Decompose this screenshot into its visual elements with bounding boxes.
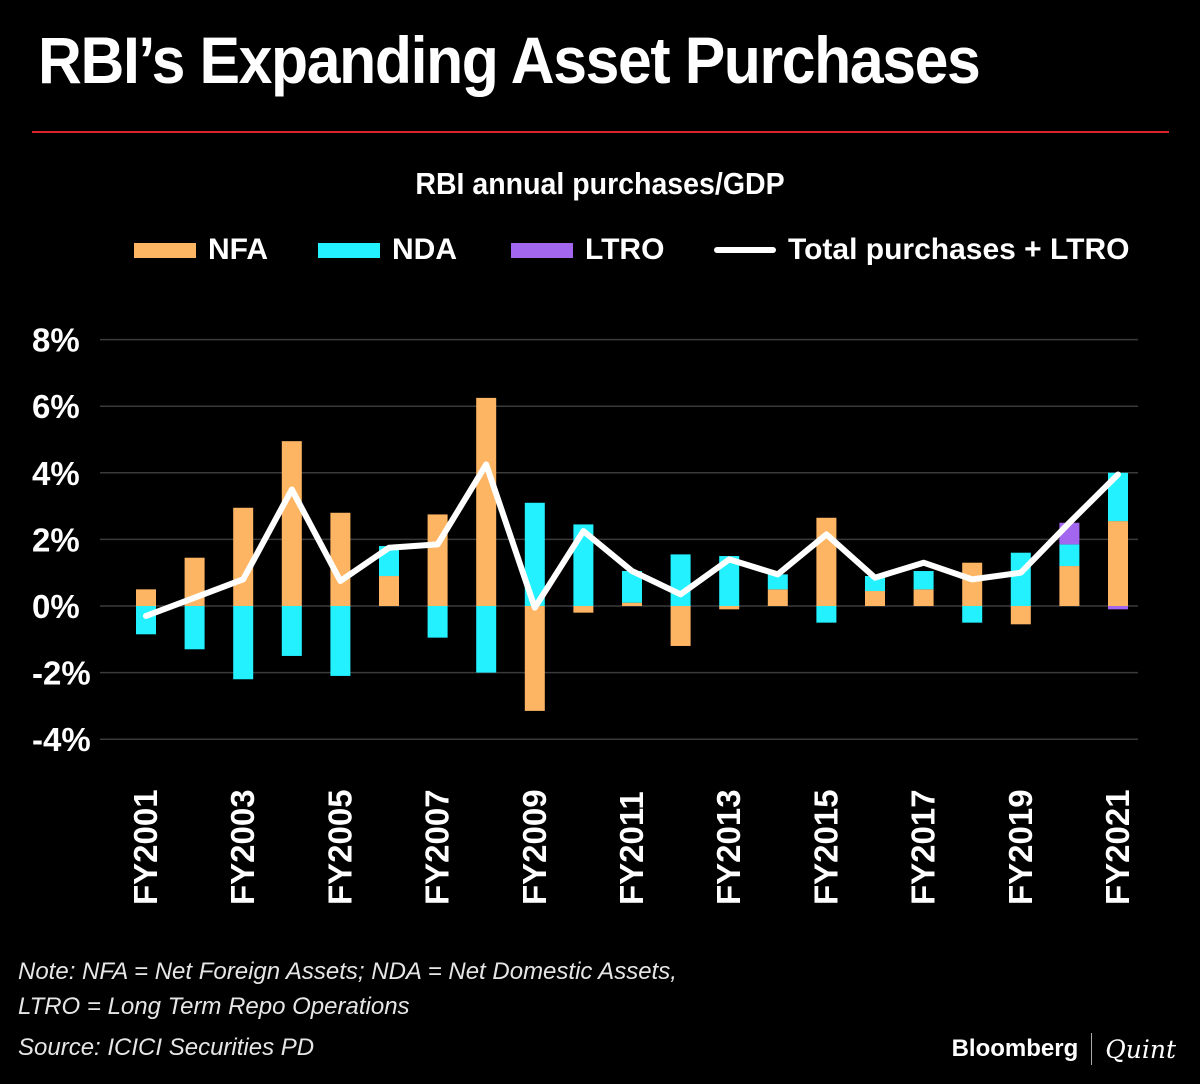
y-tick-label: 4%: [32, 455, 80, 492]
brand-bloomberg: Bloomberg: [951, 1035, 1079, 1062]
bar-nda-fy2012: [670, 554, 691, 606]
bar-nda-fy2020: [1059, 544, 1080, 567]
page-title: RBI’s Expanding Asset Purchases: [38, 23, 981, 97]
bar-nda-fy2004: [281, 606, 302, 656]
bar-nda-fy2019: [1010, 552, 1031, 606]
bar-nfa-fy2013: [719, 606, 740, 610]
source-note: Source: ICICI Securities PD: [18, 1034, 315, 1061]
legend-item-nda: NDA: [318, 233, 457, 267]
x-tick-label: FY2001: [127, 789, 164, 905]
legend-label-total: Total purchases + LTRO: [788, 233, 1130, 266]
brand-quint: Quint: [1105, 1034, 1176, 1064]
legend-item-ltro: LTRO: [511, 233, 664, 267]
bar-ltro-fy2021: [1108, 606, 1128, 610]
x-tick-label: FY2009: [516, 789, 553, 905]
legend: NFA NDA LTRO Total purchases + LTRO: [0, 233, 1200, 277]
title-divider: [32, 131, 1169, 133]
bar-nfa-fy2001: [136, 589, 156, 606]
bar-nda-fy2017: [913, 571, 934, 590]
bars: [136, 397, 1128, 711]
bar-nfa-fy2011: [622, 602, 642, 606]
bar-nda-fy2005: [330, 606, 351, 676]
bar-nfa-fy2003: [233, 507, 254, 606]
legend-label-nfa: NFA: [208, 233, 268, 266]
y-tick-label: 0%: [32, 588, 80, 625]
bar-nda-fy2008: [476, 606, 497, 673]
bar-nfa-fy2008: [476, 397, 497, 606]
gridlines: [100, 338, 1138, 740]
bar-nfa-fy2005: [330, 512, 351, 606]
x-axis-labels: FY2001 FY2003 FY2005 FY2007 FY2009 FY2011 FY20…: [127, 789, 1136, 905]
legend-label-nda: NDA: [392, 233, 457, 266]
bar-nda-fy2002: [184, 606, 205, 650]
bar-nfa-fy2020: [1059, 566, 1080, 606]
total-line: [143, 461, 1121, 619]
x-tick-label: FY2011: [613, 791, 650, 905]
bar-nfa-fy2012: [670, 606, 691, 646]
x-tick-label: FY2005: [321, 789, 358, 905]
total-line-swatch-icon: [714, 247, 776, 253]
x-tick-label: FY2017: [905, 789, 942, 905]
y-tick-label: 6%: [32, 388, 80, 425]
bar-nfa-fy2006: [379, 576, 399, 606]
x-tick-label: FY2007: [419, 789, 456, 905]
chart-title: RBI annual purchases/GDP: [415, 166, 785, 201]
x-tick-label: FY2003: [224, 789, 261, 905]
bar-nda-fy2003: [233, 606, 254, 680]
x-tick-label: FY2021: [1099, 789, 1136, 905]
bar-nfa-fy2018: [962, 562, 983, 606]
brand-divider: [1091, 1033, 1093, 1065]
y-tick-label: -2%: [32, 655, 91, 692]
nfa-swatch-icon: [134, 242, 196, 258]
bar-nda-fy2014: [767, 574, 788, 590]
bar-nda-fy2007: [427, 606, 448, 638]
bar-nda-fy2011: [622, 571, 642, 603]
x-tick-label: FY2015: [807, 789, 844, 905]
x-tick-label: FY2019: [1002, 789, 1039, 905]
bar-nda-fy2013: [719, 556, 740, 606]
bar-nda-fy2016: [865, 576, 885, 592]
bar-nda-fy2015: [816, 606, 837, 623]
bar-nda-fy2021: [1108, 472, 1128, 522]
legend-label-ltro: LTRO: [585, 233, 665, 266]
bar-nda-fy2010: [573, 524, 594, 606]
bar-nfa-fy2015: [816, 517, 837, 606]
nda-swatch-icon: [318, 242, 380, 258]
bar-nfa-fy2014: [767, 589, 788, 606]
legend-item-total: Total purchases + LTRO: [714, 233, 1129, 267]
note-line-2: LTRO = Long Term Repo Operations: [18, 993, 410, 1020]
bar-nfa-fy2017: [913, 589, 934, 606]
bar-nda-fy2009: [524, 502, 545, 606]
bar-nda-fy2018: [962, 606, 983, 623]
ltro-swatch-icon: [511, 242, 573, 258]
x-tick-label: FY2013: [710, 789, 747, 905]
bar-nfa-fy2004: [281, 441, 302, 606]
total-purchases-line: [143, 461, 1121, 619]
y-tick-label: 2%: [32, 521, 80, 558]
y-axis-labels: 8% 6% 4% 2% 0% -2% -4%: [32, 322, 91, 759]
brand-logo: Bloomberg Quint: [952, 1031, 1176, 1067]
bar-nfa-fy2010: [573, 606, 594, 613]
bar-nfa-fy2009: [524, 606, 545, 711]
y-tick-label: -4%: [32, 721, 91, 758]
legend-item-nfa: NFA: [134, 233, 268, 267]
bar-nfa-fy2016: [865, 591, 885, 606]
bar-nfa-fy2021: [1108, 521, 1128, 606]
note-line-1: Note: NFA = Net Foreign Assets; NDA = Ne…: [18, 958, 677, 985]
bar-nfa-fy2019: [1010, 606, 1031, 625]
y-tick-label: 8%: [32, 322, 80, 359]
